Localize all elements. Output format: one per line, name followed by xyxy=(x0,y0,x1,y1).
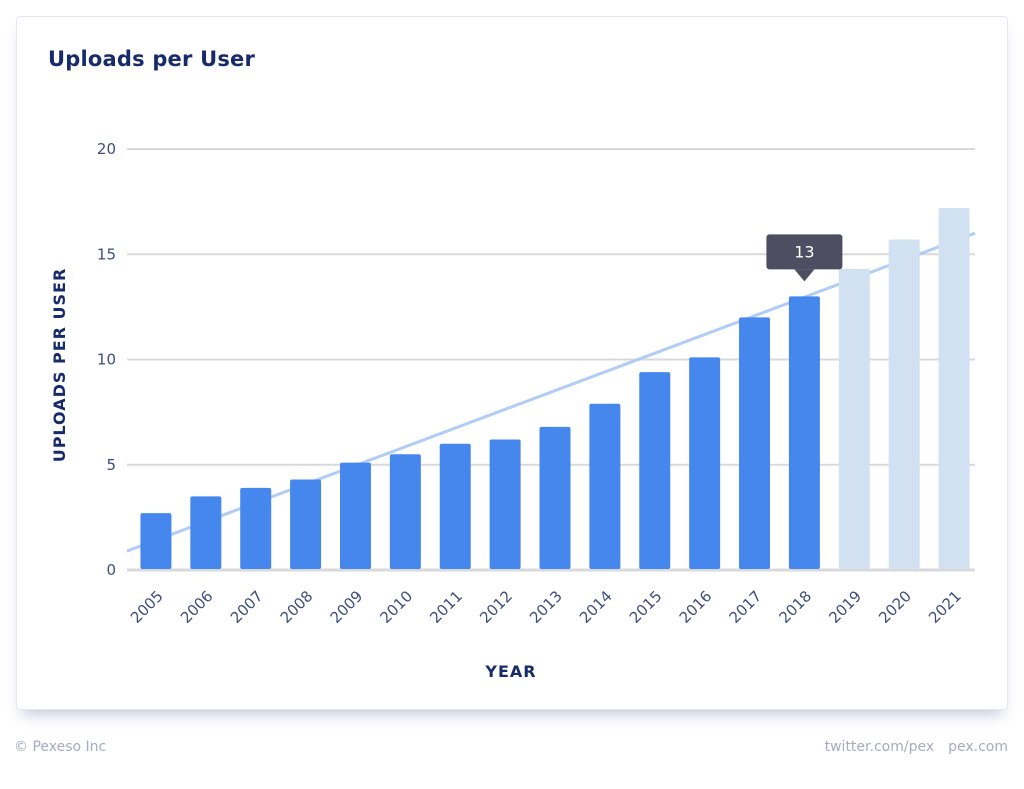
x-tick-label: 2009 xyxy=(327,587,367,627)
chart-title: Uploads per User xyxy=(48,47,256,71)
bar-2021[interactable] xyxy=(938,207,970,569)
x-tick-label: 2011 xyxy=(426,587,466,627)
bar-2009[interactable] xyxy=(339,462,371,569)
footer-links: twitter.com/pex pex.com xyxy=(825,739,1008,755)
x-tick-label: 2014 xyxy=(576,587,616,627)
y-tick-label: 10 xyxy=(97,351,116,369)
bar-2006[interactable] xyxy=(190,496,222,569)
bar-2013[interactable] xyxy=(539,426,571,569)
bar-2007[interactable] xyxy=(240,487,272,569)
bar-2017[interactable] xyxy=(739,317,771,569)
x-tick-label: 2015 xyxy=(626,587,666,627)
bar-2005[interactable] xyxy=(140,513,172,569)
bar-2020[interactable] xyxy=(888,239,920,569)
bar-2014[interactable] xyxy=(589,403,621,569)
bars xyxy=(140,207,970,569)
twitter-link[interactable]: twitter.com/pex xyxy=(824,739,935,755)
y-axis-ticks: 0 5 10 15 20 xyxy=(97,140,116,579)
bar-2012[interactable] xyxy=(489,439,521,569)
bar-2008[interactable] xyxy=(290,479,322,569)
bar-2011[interactable] xyxy=(439,443,471,569)
copyright: © Pexeso Inc xyxy=(14,739,107,755)
website-link[interactable]: pex.com xyxy=(948,739,1008,755)
tooltip: 13 xyxy=(766,234,843,282)
x-tick-label: 2020 xyxy=(875,587,915,627)
x-tick-label: 2008 xyxy=(277,587,317,627)
y-tick-label: 20 xyxy=(97,140,116,158)
x-tick-label: 2021 xyxy=(925,587,965,627)
x-axis-title: YEAR xyxy=(484,662,536,681)
y-tick-label: 5 xyxy=(106,456,116,474)
tooltip-value: 13 xyxy=(794,242,814,261)
x-tick-label: 2013 xyxy=(526,587,566,627)
x-tick-label: 2010 xyxy=(376,587,416,627)
x-tick-label: 2019 xyxy=(825,587,865,627)
x-tick-label: 2012 xyxy=(476,587,516,627)
x-tick-label: 2017 xyxy=(726,587,766,627)
y-tick-label: 0 xyxy=(106,561,116,579)
y-tick-label: 15 xyxy=(97,245,116,263)
bar-2010[interactable] xyxy=(389,454,421,569)
x-tick-label: 2016 xyxy=(676,587,716,627)
x-tick-label: 2018 xyxy=(776,587,816,627)
bar-2016[interactable] xyxy=(689,357,721,569)
y-axis-title: UPLOADS PER USER xyxy=(50,268,69,463)
x-axis-ticks: 2005 2006 2007 2008 2009 2010 2011 2012 2013 2014… xyxy=(127,587,965,627)
x-tick-label: 2006 xyxy=(177,587,217,627)
bar-2015[interactable] xyxy=(639,372,671,569)
bar-2019[interactable] xyxy=(838,268,870,569)
x-tick-label: 2007 xyxy=(227,587,267,627)
x-tick-label: 2005 xyxy=(127,587,167,627)
tooltip-pointer xyxy=(794,269,815,282)
tooltip-box xyxy=(766,234,843,270)
bar-2018[interactable] xyxy=(788,296,820,569)
